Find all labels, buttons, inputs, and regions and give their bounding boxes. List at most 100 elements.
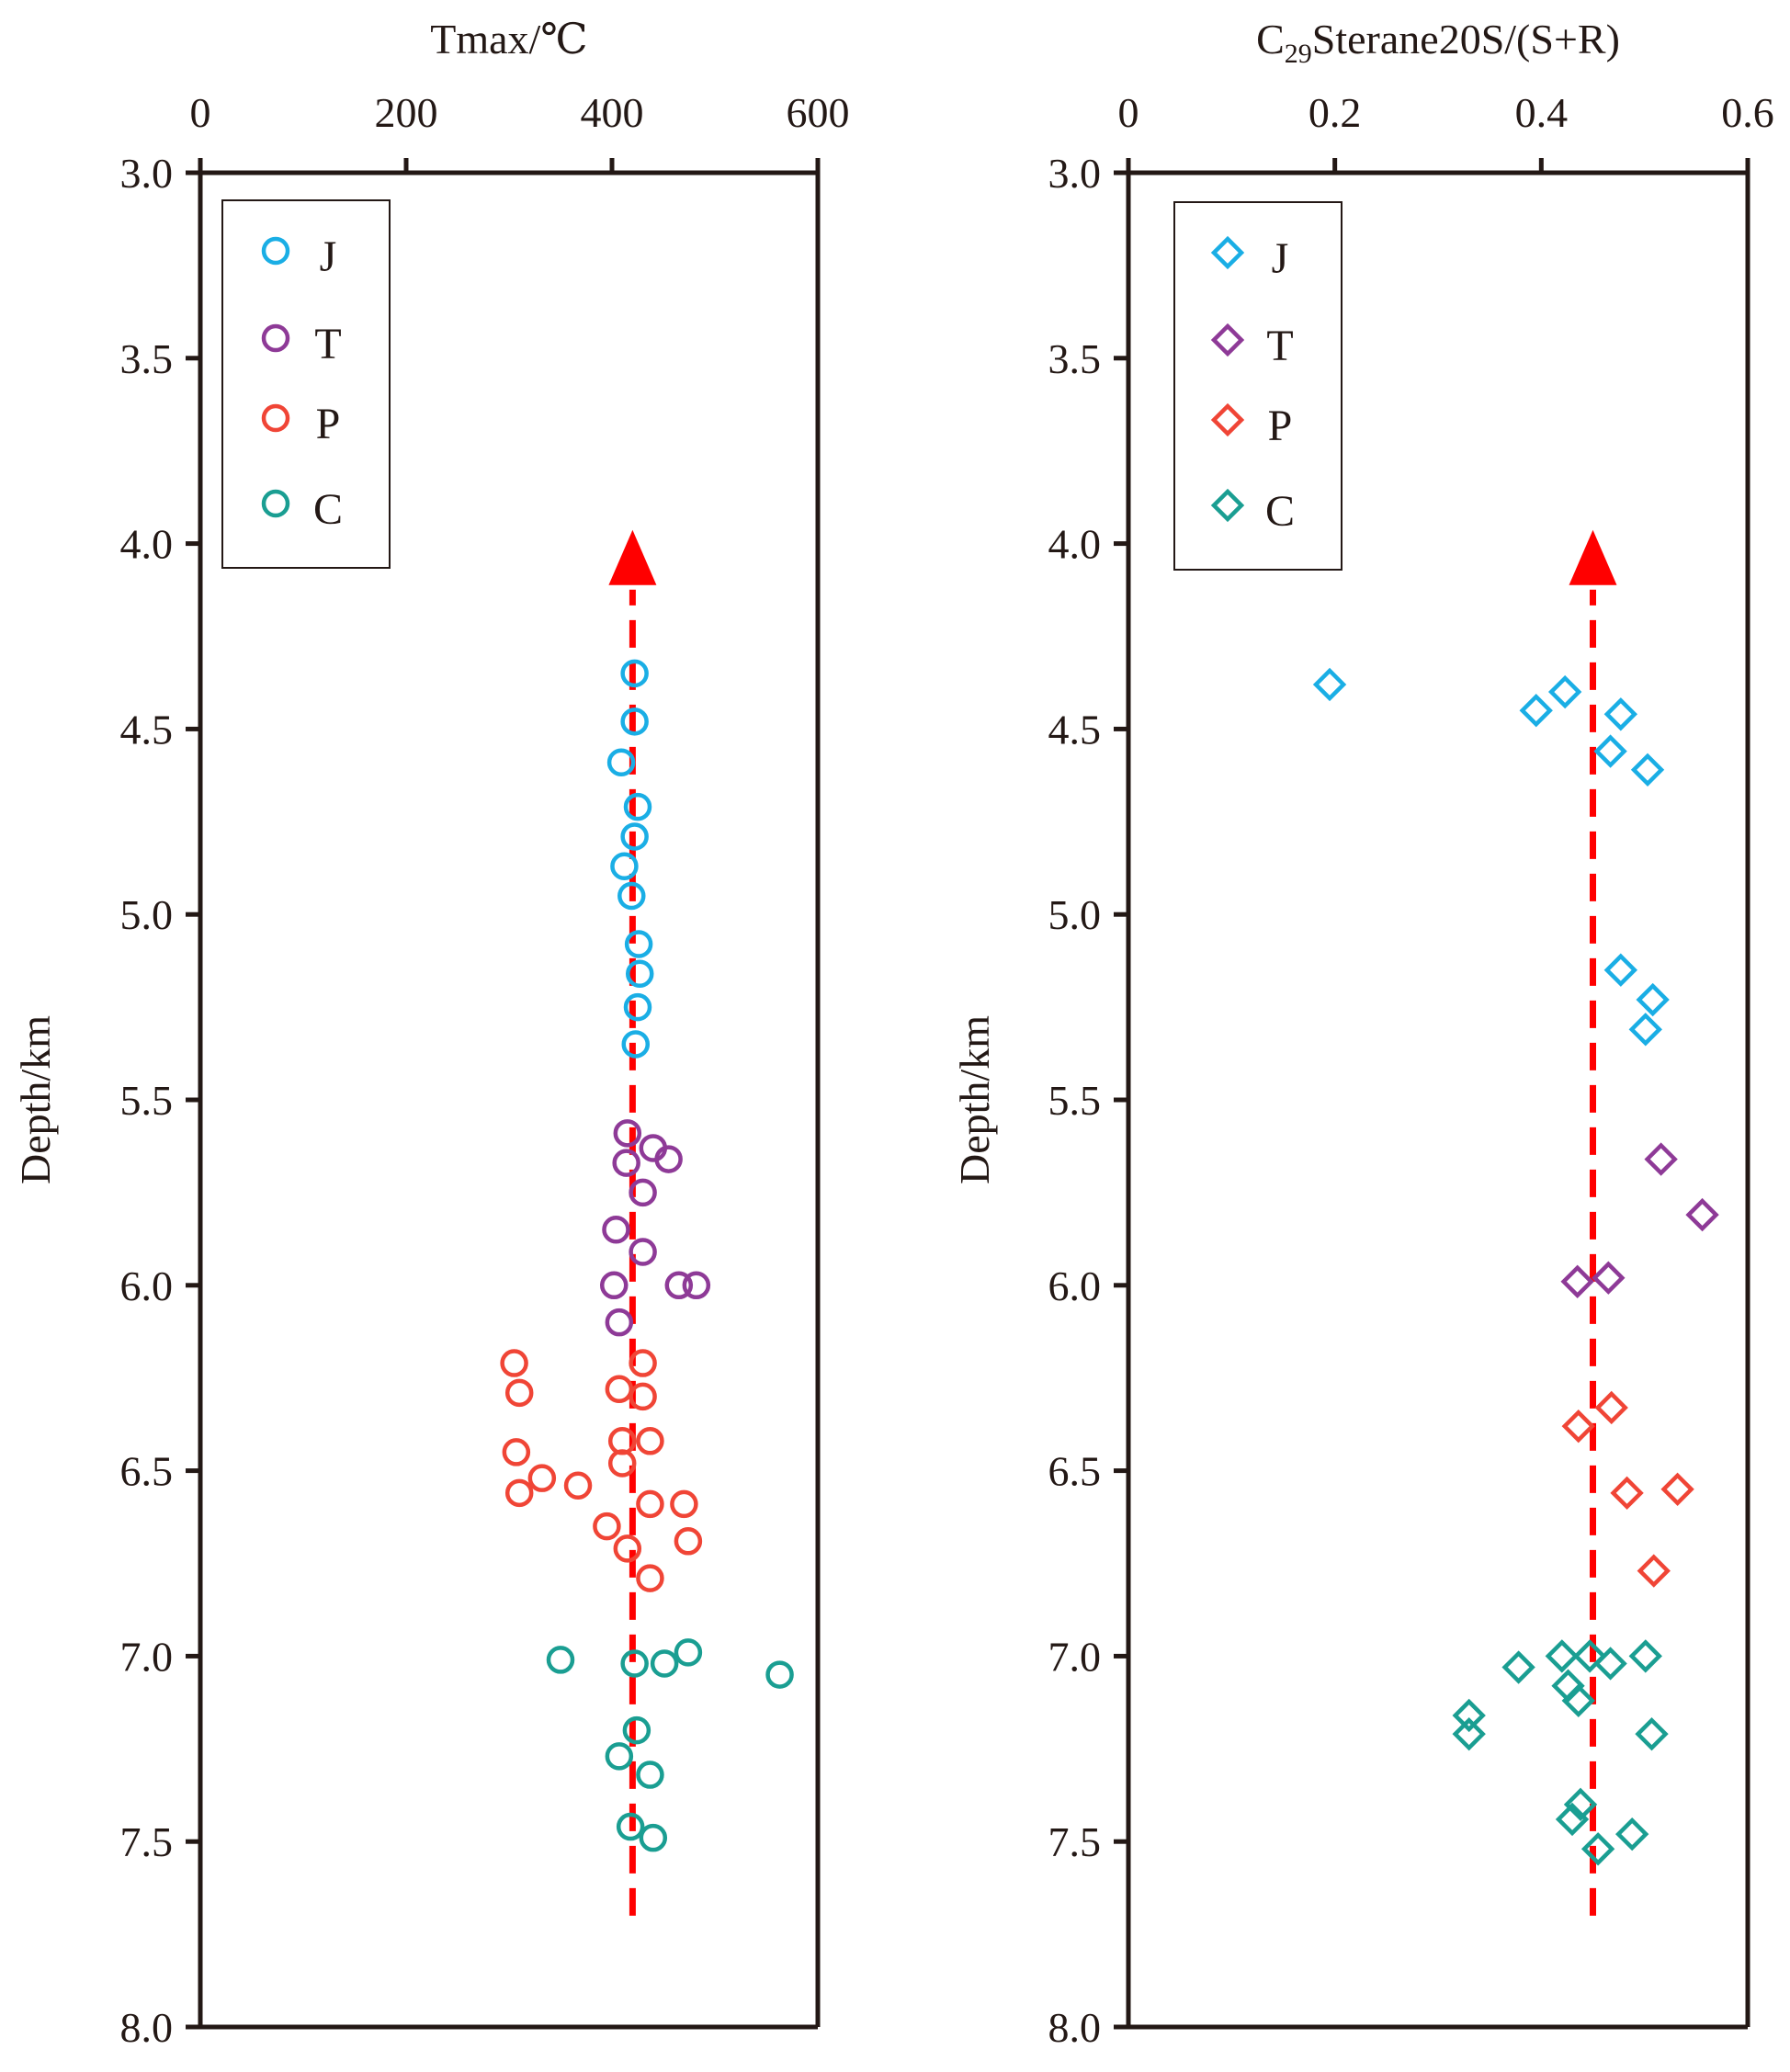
- tmax-y-tick-label: 5.5: [120, 1077, 174, 1124]
- sterane-point-c: [1593, 1647, 1627, 1681]
- tmax-point-p: [504, 1478, 534, 1508]
- tmax-point-j: [623, 792, 652, 821]
- sterane-y-tick-label: 4.5: [1048, 706, 1102, 753]
- tmax-point-t: [613, 1119, 642, 1148]
- tmax-point-j: [621, 1030, 651, 1059]
- sterane-point-j: [1519, 694, 1553, 728]
- tmax-point-p: [527, 1464, 557, 1492]
- sterane-x-tick-label: 0.4: [1515, 89, 1569, 136]
- tmax-x-tick-label: 600: [787, 89, 850, 136]
- sterane-point-j: [1628, 1013, 1662, 1047]
- tmax-x-tick-label: 200: [375, 89, 438, 136]
- tmax-point-t: [605, 1308, 634, 1337]
- sterane-y-axis-title: Depth/km: [951, 1015, 998, 1184]
- tmax-x-tick-label: 400: [581, 89, 644, 136]
- sterane-point-c: [1545, 1639, 1579, 1673]
- sterane-point-c: [1555, 1802, 1590, 1837]
- tmax-point-j: [610, 852, 639, 880]
- tmax-point-p: [563, 1471, 593, 1500]
- sterane-point-t: [1560, 1264, 1594, 1298]
- sterane-axis-title-subscript: 29: [1285, 39, 1312, 69]
- tmax-point-p: [670, 1489, 698, 1519]
- tmax-point-p: [674, 1527, 703, 1556]
- sterane-legend-marker-t: [1210, 323, 1245, 357]
- sterane-point-c: [1580, 1832, 1615, 1866]
- tmax-point-t: [682, 1271, 711, 1300]
- tmax-point-p: [607, 1449, 637, 1478]
- tmax-y-axis-title: Depth/km: [12, 1015, 59, 1184]
- sterane-x-tick-label: 0.6: [1721, 89, 1774, 136]
- tmax-point-p: [605, 1375, 634, 1404]
- sterane-point-t: [1592, 1261, 1626, 1295]
- tmax-legend-label-j: J: [320, 232, 337, 281]
- tmax-y-tick-label: 5.0: [120, 891, 174, 938]
- sterane-axis-title-rest: Sterane20S/(S+R): [1312, 16, 1620, 62]
- tmax-y-tick-label: 3.0: [120, 150, 174, 197]
- sterane-point-t: [1685, 1197, 1719, 1232]
- tmax-legend-label-t: T: [314, 320, 341, 368]
- tmax-point-c: [765, 1660, 794, 1689]
- sterane-point-j: [1630, 753, 1665, 787]
- sterane-legend-label-p: P: [1268, 402, 1293, 450]
- tmax-point-t: [664, 1271, 694, 1300]
- sterane-point-c: [1561, 1683, 1595, 1718]
- sterane-point-j: [1603, 697, 1638, 731]
- tmax-y-tick-label: 6.0: [120, 1262, 174, 1309]
- sterane-y-tick-label: 3.5: [1048, 335, 1102, 382]
- tmax-point-p: [593, 1512, 621, 1541]
- tmax-y-tick-label: 8.0: [120, 2004, 174, 2051]
- tmax-legend-marker-t: [261, 323, 290, 353]
- sterane-point-p: [1610, 1476, 1644, 1510]
- sterane-y-tick-label: 5.5: [1048, 1077, 1102, 1124]
- sterane-legend-label-c: C: [1265, 487, 1295, 536]
- sterane-y-tick-label: 8.0: [1048, 2004, 1102, 2051]
- sterane-y-tick-label: 5.0: [1048, 891, 1102, 938]
- tmax-y-tick-label: 6.5: [120, 1448, 174, 1495]
- sterane-axis-title-main: C: [1256, 16, 1285, 62]
- tmax-point-p: [629, 1349, 657, 1377]
- tmax-y-tick-label: 4.5: [120, 706, 174, 753]
- tmax-point-p: [636, 1564, 664, 1592]
- tmax-point-c: [674, 1638, 703, 1667]
- tmax-y-tick-label: 7.0: [120, 1633, 174, 1680]
- sterane-point-c: [1501, 1650, 1535, 1684]
- tmax-point-p: [629, 1382, 657, 1411]
- tmax-point-c: [616, 1812, 645, 1841]
- sterane-y-tick-label: 6.0: [1048, 1262, 1102, 1309]
- sterane-point-c: [1452, 1716, 1486, 1751]
- tmax-point-j: [620, 822, 649, 851]
- tmax-point-t: [629, 1238, 657, 1266]
- tmax-point-t: [612, 1149, 640, 1177]
- sterane-point-p: [1594, 1390, 1628, 1425]
- tmax-point-t: [602, 1216, 630, 1244]
- sterane-point-j: [1603, 953, 1638, 987]
- sterane-legend-marker-c: [1210, 488, 1245, 523]
- sterane-point-j: [1547, 674, 1582, 709]
- tmax-legend-label-c: C: [313, 485, 343, 534]
- sterane-y-tick-label: 6.5: [1048, 1448, 1102, 1495]
- tmax-point-p: [500, 1349, 528, 1377]
- tmax-point-j: [606, 748, 636, 776]
- tmax-point-p: [636, 1489, 664, 1519]
- tmax-point-t: [654, 1145, 683, 1173]
- sterane-point-j: [1312, 667, 1347, 702]
- sterane-y-tick-label: 4.0: [1048, 521, 1102, 568]
- tmax-y-tick-label: 3.5: [120, 335, 174, 382]
- tmax-point-t: [629, 1178, 657, 1207]
- sterane-point-c: [1452, 1698, 1486, 1733]
- tmax-point-p: [636, 1427, 664, 1455]
- tmax-point-c: [620, 1649, 649, 1678]
- sterane-point-p: [1561, 1409, 1595, 1444]
- tmax-point-j: [624, 930, 653, 958]
- sterane-point-c: [1635, 1716, 1669, 1751]
- sterane-point-j: [1593, 734, 1627, 768]
- sterane-point-c: [1628, 1639, 1662, 1673]
- sterane-legend-marker-p: [1210, 402, 1245, 437]
- tmax-point-c: [636, 1761, 664, 1789]
- sterane-y-tick-label: 7.0: [1048, 1633, 1102, 1680]
- sterane-point-p: [1637, 1554, 1671, 1588]
- tmax-point-j: [617, 881, 646, 911]
- sterane-legend-box: [1173, 201, 1342, 571]
- sterane-point-j: [1636, 982, 1670, 1017]
